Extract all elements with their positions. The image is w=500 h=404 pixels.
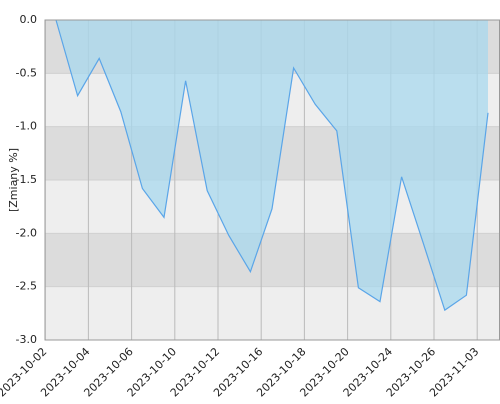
y-tick-label: -2.5 [16, 280, 37, 293]
y-tick-label: -2.0 [16, 226, 37, 239]
y-tick-label: -3.0 [16, 333, 37, 346]
line [55, 19, 489, 312]
y-tick-label: -0.5 [16, 66, 37, 79]
y-tick-label: -1.0 [16, 120, 37, 133]
y-tick-label: 0.0 [20, 13, 38, 26]
y-axis-label: [Zmiany %] [7, 148, 20, 212]
y-tick-label: -1.5 [16, 173, 37, 186]
area [56, 20, 488, 311]
